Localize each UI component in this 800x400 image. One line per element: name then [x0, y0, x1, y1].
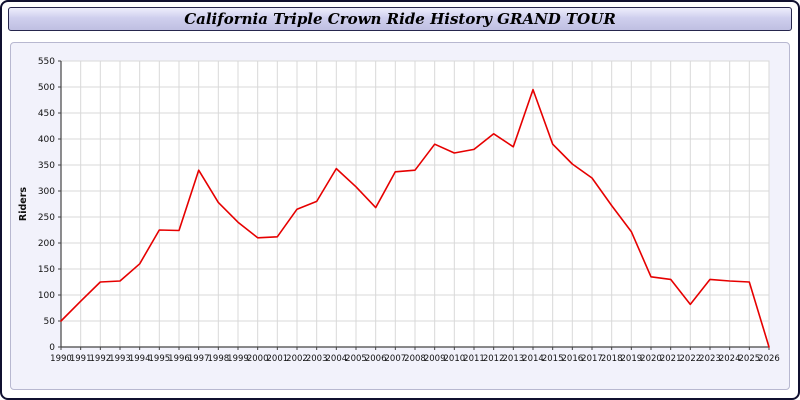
x-tick-label: 2024: [719, 354, 741, 364]
x-tick-label: 1993: [109, 354, 131, 364]
x-tick-label: 1992: [90, 354, 112, 364]
x-tick-label: 2007: [385, 354, 407, 364]
y-axis-title: Riders: [18, 187, 29, 222]
x-tick-label: 2002: [286, 354, 308, 364]
x-tick-label: 2018: [601, 354, 623, 364]
x-tick-label: 1997: [188, 354, 210, 364]
x-tick-label: 1990: [50, 354, 72, 364]
x-tick-label: 2013: [503, 354, 525, 364]
y-tick-label: 250: [38, 213, 55, 223]
y-tick-label: 0: [49, 343, 55, 353]
x-tick-label: 2011: [463, 354, 485, 364]
x-tick-label: 2009: [424, 354, 446, 364]
x-tick-label: 2000: [247, 354, 269, 364]
y-tick-label: 450: [38, 109, 55, 119]
x-tick-label: 2014: [522, 354, 544, 364]
x-tick-label: 2021: [660, 354, 682, 364]
y-tick-label: 100: [38, 291, 55, 301]
y-tick-label: 500: [38, 83, 55, 93]
y-tick-label: 550: [38, 57, 55, 67]
y-tick-label: 200: [38, 239, 55, 249]
y-tick-label: 150: [38, 265, 55, 275]
x-tick-label: 2012: [483, 354, 505, 364]
x-tick-label: 2004: [326, 354, 348, 364]
x-tick-label: 2006: [365, 354, 387, 364]
x-tick-label: 2003: [306, 354, 328, 364]
x-tick-label: 1998: [208, 354, 230, 364]
x-tick-label: 2016: [562, 354, 584, 364]
x-tick-label: 1999: [227, 354, 249, 364]
x-tick-label: 2026: [758, 354, 780, 364]
x-tick-label: 2020: [640, 354, 662, 364]
x-tick-label: 2010: [444, 354, 466, 364]
x-tick-label: 2019: [621, 354, 643, 364]
y-tick-label: 300: [38, 187, 55, 197]
x-tick-label: 2001: [267, 354, 289, 364]
x-tick-label: 2015: [542, 354, 564, 364]
chart-panel: 0 50 100 150 200 250 300 350 400 450 500 550 1990 199…: [10, 42, 790, 390]
x-tick-label: 2017: [581, 354, 603, 364]
x-tick-label: 1995: [149, 354, 171, 364]
x-tick-label: 1996: [168, 354, 190, 364]
x-tick-label: 2005: [345, 354, 367, 364]
y-tick-label: 400: [38, 135, 55, 145]
riders-line-chart: 0 50 100 150 200 250 300 350 400 450 500 550 1990 199…: [15, 47, 785, 385]
x-tick-label: 2025: [739, 354, 761, 364]
x-tick-label: 2022: [680, 354, 702, 364]
x-tick-label: 1994: [129, 354, 151, 364]
x-tick-label: 1991: [70, 354, 92, 364]
page-title: California Triple Crown Ride History GRA…: [184, 10, 616, 28]
chart-title-bar: California Triple Crown Ride History GRA…: [8, 7, 792, 31]
data-line-riders: [60, 88, 770, 348]
y-tick-label: 350: [38, 161, 55, 171]
x-tick-label: 2008: [404, 354, 426, 364]
x-tick-label: 2023: [699, 354, 721, 364]
y-tick-label: 50: [44, 317, 56, 327]
chart-svg: 0501001502002503003504004505005501990199…: [18, 57, 780, 364]
